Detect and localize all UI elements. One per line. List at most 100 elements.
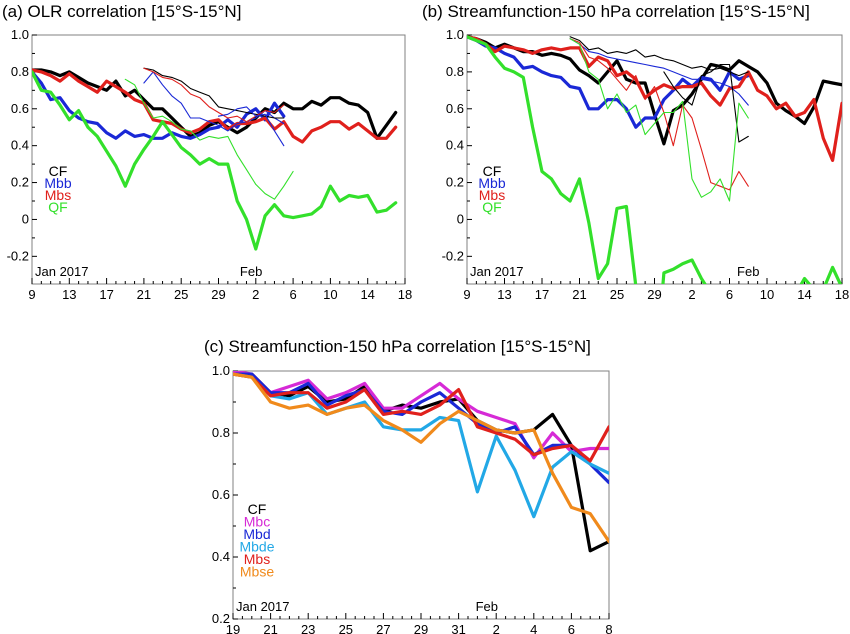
panel-c-ytick-label: 1.0 bbox=[212, 363, 230, 378]
panel-c-legend-mbse: Mbse bbox=[240, 564, 274, 580]
panel-b-month-label: Feb bbox=[737, 264, 759, 279]
panel-b-month-label: Jan 2017 bbox=[470, 264, 524, 279]
panel-a-xtick-label: 10 bbox=[323, 287, 337, 302]
panel-b-xtick-label: 10 bbox=[760, 287, 774, 302]
panel-b-legend-cf: CF bbox=[483, 163, 502, 179]
panel-c-xtick-label: 2 bbox=[493, 622, 500, 634]
panel-b-xtick-label: 6 bbox=[726, 287, 733, 302]
panel-c-series-mbc bbox=[233, 371, 609, 460]
panel-a-ytick-label: 0.6 bbox=[11, 101, 29, 116]
panel-c-xtick-label: 25 bbox=[339, 622, 353, 634]
panel-a-series-qf bbox=[32, 70, 398, 251]
panel-b-chart: -0.2 0 0.2 0.4 0.6 0.8 1.0 9 13 17 21 25 29 2 6 10 14 18 J… bbox=[442, 27, 850, 302]
panel-b-xtick-label: 17 bbox=[535, 287, 549, 302]
panel-c-series-mbs bbox=[233, 372, 609, 463]
panel-b-ytick-label: 0 bbox=[457, 211, 464, 226]
panel-b-series-qf bbox=[467, 35, 842, 284]
panel-a-series-qf-f1 bbox=[124, 78, 294, 200]
panel-b-ytick-label: -0.2 bbox=[442, 248, 464, 263]
panel-b-legend-mbs: Mbs bbox=[479, 187, 505, 203]
panel-c-xtick-label: 29 bbox=[414, 622, 428, 634]
panel-b-xtick-label: 29 bbox=[647, 287, 661, 302]
panel-a-xtick-label: 13 bbox=[62, 287, 76, 302]
panel-c-ytick-label: 0.6 bbox=[212, 487, 230, 502]
panel-a-ytick-label: 1.0 bbox=[11, 27, 29, 42]
panel-c-legend-mbd: Mbd bbox=[243, 526, 270, 542]
panel-c-xtick-label: 27 bbox=[376, 622, 390, 634]
panel-c-legend-mbc: Mbc bbox=[244, 514, 270, 530]
panel-b-series-mbs bbox=[467, 35, 842, 162]
panel-a-xtick-label: 17 bbox=[99, 287, 113, 302]
panel-c-xtick-label: 19 bbox=[226, 622, 240, 634]
panel-a-xtick-label: 21 bbox=[137, 287, 151, 302]
panel-a-ytick-label: 0 bbox=[22, 211, 29, 226]
panel-c-series-mbse bbox=[233, 372, 609, 544]
panel-b-xtick-label: 14 bbox=[797, 287, 811, 302]
panel-a-ytick-label: 0.4 bbox=[11, 138, 29, 153]
panel-c-xtick-label: 6 bbox=[568, 622, 575, 634]
panel-b-xtick-label: 25 bbox=[610, 287, 624, 302]
panel-a-series-mbb-f2 bbox=[217, 106, 285, 147]
panel-a-xtick-label: 6 bbox=[289, 287, 296, 302]
panel-b-xtick-label: 9 bbox=[463, 287, 470, 302]
panel-a-ytick-label: -0.2 bbox=[7, 248, 29, 263]
panel-b-series-qf-f1 bbox=[569, 38, 749, 202]
panel-c-chart: 0.2 0.4 0.6 0.8 1.0 19 21 23 25 27 29 31 2 4 6 8 Jan 201… bbox=[212, 363, 613, 634]
panel-b-series-mbb bbox=[467, 35, 750, 129]
panel-a-series-mbs bbox=[32, 68, 398, 144]
panel-a-ytick-label: 0.2 bbox=[11, 175, 29, 190]
panel-a-month-label: Feb bbox=[240, 264, 262, 279]
panel-c-legend-mbde: Mbde bbox=[239, 539, 274, 555]
panel-a-legend-mbb: Mbb bbox=[44, 175, 71, 191]
panel-b-series-cf-f1 bbox=[569, 36, 749, 77]
panel-a-month-label: Jan 2017 bbox=[35, 264, 89, 279]
panel-a-ytick-label: 0.8 bbox=[11, 64, 29, 79]
panel-a-series-mbb-f1 bbox=[143, 71, 285, 132]
panel-a-xtick-label: 9 bbox=[28, 287, 35, 302]
panel-c-series-mbde bbox=[233, 372, 609, 519]
panel-c-ytick-label: 0.4 bbox=[212, 549, 230, 564]
panel-b-xtick-label: 2 bbox=[688, 287, 695, 302]
panel-a-xtick-label: 18 bbox=[398, 287, 412, 302]
panel-a-frame bbox=[31, 34, 406, 285]
panel-b-xtick-label: 21 bbox=[572, 287, 586, 302]
panel-c-ytick-label: 0.2 bbox=[212, 611, 230, 626]
panel-a-title: (a) OLR correlation [15°S-15°N] bbox=[2, 2, 241, 21]
panel-b-frame bbox=[466, 34, 843, 285]
panel-c-legend-mbs: Mbs bbox=[244, 551, 270, 567]
panel-c-legend-cf: CF bbox=[248, 501, 267, 517]
panel-b-series-mbs-f1 bbox=[569, 38, 749, 191]
panel-b-legend-qf: QF bbox=[482, 199, 501, 215]
panel-b-legend-mbb: Mbb bbox=[478, 175, 505, 191]
panel-a-xtick-label: 2 bbox=[252, 287, 259, 302]
panel-a-xtick-label: 14 bbox=[360, 287, 374, 302]
panel-a-chart: -0.2 0 0.2 0.4 0.6 0.8 1.0 9 13 17 21 25 29 2 6 10 14 18 J… bbox=[7, 27, 413, 302]
panel-c-title: (c) Streamfunction-150 hPa correlation [… bbox=[204, 337, 591, 356]
panel-c-xtick-label: 23 bbox=[301, 622, 315, 634]
panel-a-xtick-label: 29 bbox=[211, 287, 225, 302]
panel-b-ytick-label: 0.6 bbox=[446, 101, 464, 116]
panel-b-series-cf-f2 bbox=[663, 63, 749, 143]
panel-c-xtick-label: 8 bbox=[605, 622, 612, 634]
panel-a-legend-mbs: Mbs bbox=[45, 187, 71, 203]
panel-b-series-mbb-f1 bbox=[569, 38, 749, 106]
panel-a-legend-qf: QF bbox=[48, 199, 67, 215]
panel-a-series-mbs-f1 bbox=[143, 67, 285, 123]
panel-c-month-label: Feb bbox=[476, 599, 498, 614]
panel-b-xtick-label: 13 bbox=[497, 287, 511, 302]
panel-a-legend-cf: CF bbox=[49, 163, 68, 179]
panel-c-ytick-label: 0.8 bbox=[212, 425, 230, 440]
panel-c-xtick-label: 21 bbox=[263, 622, 277, 634]
panel-c-month-label: Jan 2017 bbox=[236, 599, 290, 614]
panel-b-title: (b) Streamfunction-150 hPa correlation [… bbox=[422, 2, 810, 21]
panel-b-ytick-label: 0.4 bbox=[446, 138, 464, 153]
panel-c-xtick-label: 4 bbox=[530, 622, 537, 634]
panel-c-series-mbd bbox=[233, 372, 609, 485]
panel-c-xtick-label: 31 bbox=[451, 622, 465, 634]
panel-b-ytick-label: 1.0 bbox=[446, 27, 464, 42]
panel-b-ytick-label: 0.2 bbox=[446, 175, 464, 190]
panel-b-ytick-label: 0.8 bbox=[446, 64, 464, 79]
panel-b-xtick-label: 18 bbox=[835, 287, 849, 302]
panel-a-xtick-label: 25 bbox=[174, 287, 188, 302]
